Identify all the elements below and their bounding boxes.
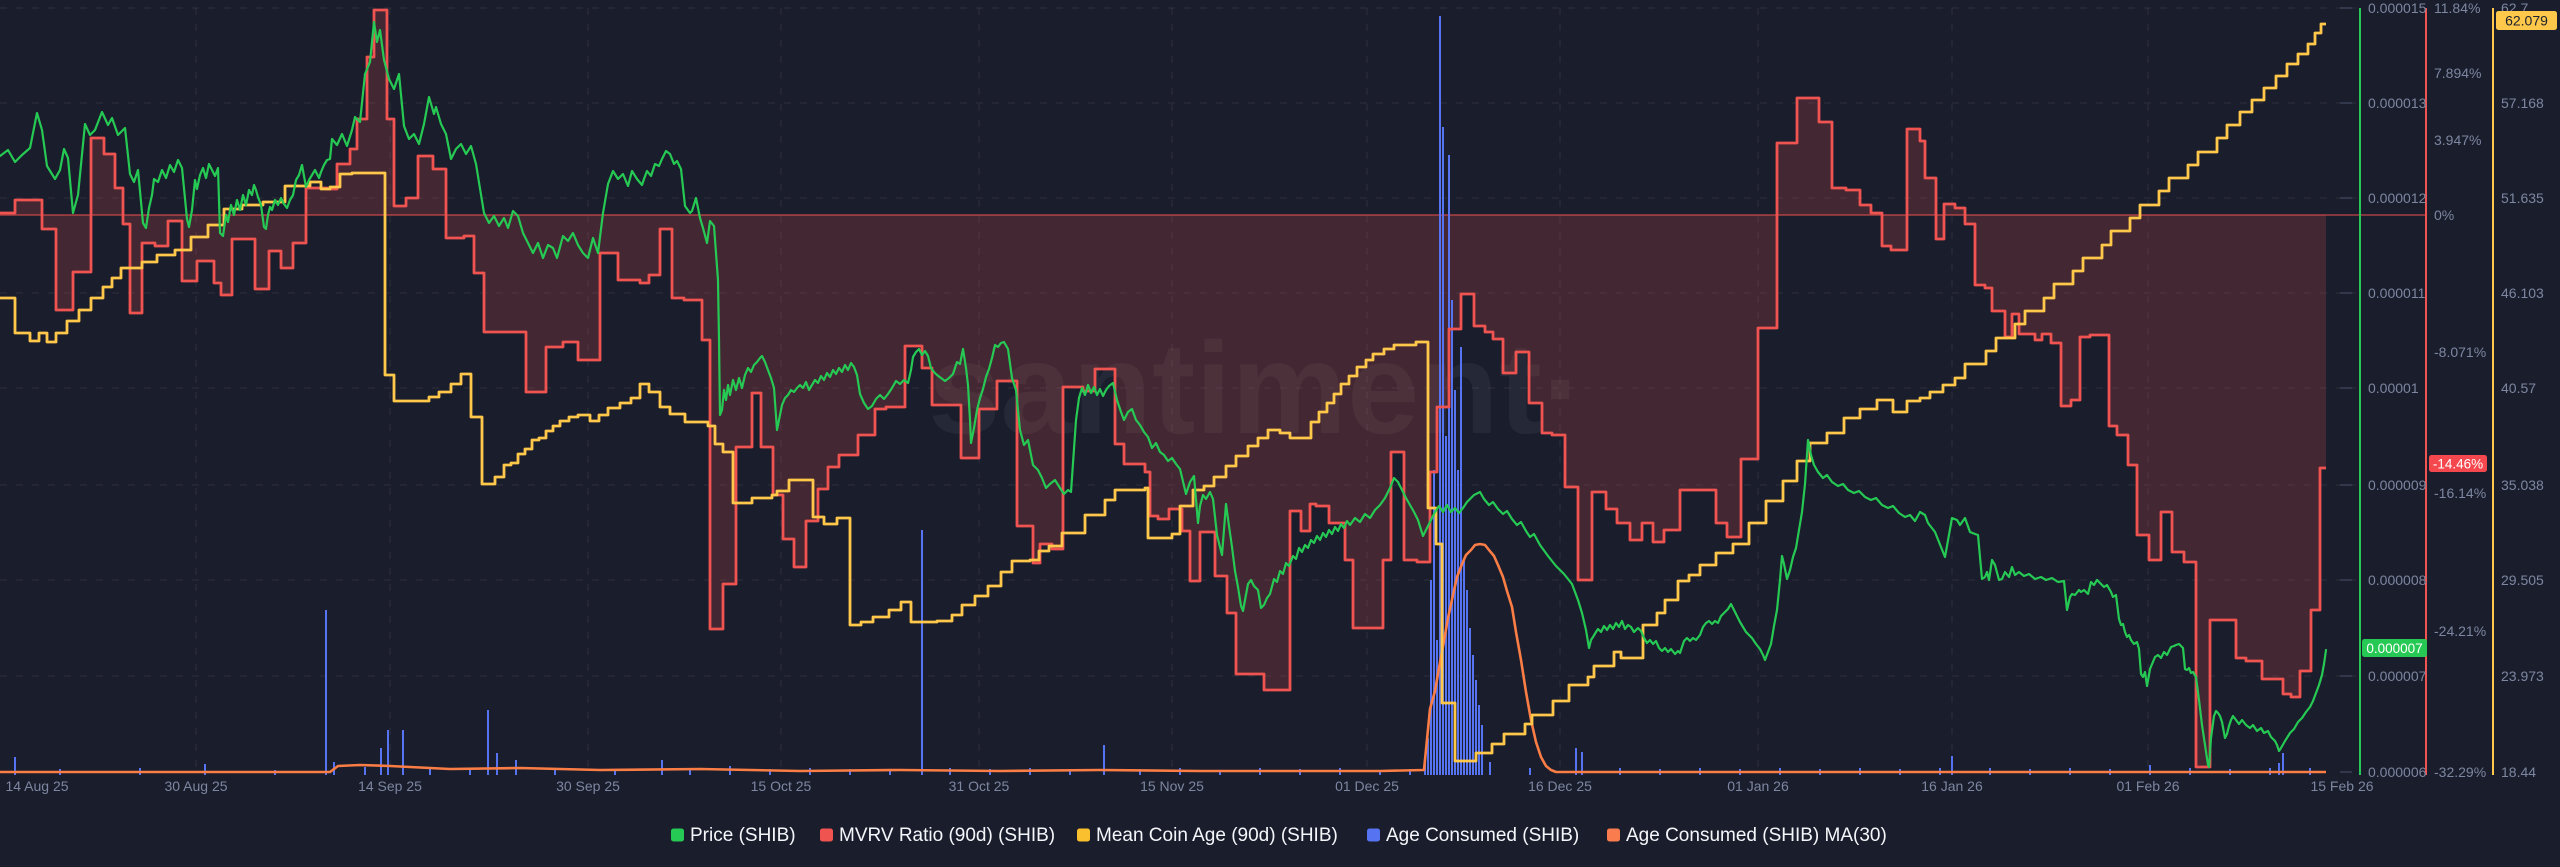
svg-text:15 Feb 26: 15 Feb 26 xyxy=(2310,778,2373,794)
svg-text:0.000008: 0.000008 xyxy=(2368,572,2427,588)
svg-text:-32.29%: -32.29% xyxy=(2434,764,2486,780)
svg-text:15 Nov 25: 15 Nov 25 xyxy=(1140,778,1204,794)
svg-text:0.000012: 0.000012 xyxy=(2368,190,2427,206)
svg-text:30 Sep 25: 30 Sep 25 xyxy=(556,778,620,794)
svg-text:14 Aug 25: 14 Aug 25 xyxy=(5,778,68,794)
svg-text:0.000009: 0.000009 xyxy=(2368,477,2427,493)
svg-text:MVRV Ratio (90d) (SHIB): MVRV Ratio (90d) (SHIB) xyxy=(839,825,1055,846)
svg-text:-24.21%: -24.21% xyxy=(2434,623,2486,639)
svg-text:Age Consumed (SHIB) MA(30): Age Consumed (SHIB) MA(30) xyxy=(1626,825,1887,846)
svg-text:46.103: 46.103 xyxy=(2501,285,2544,301)
svg-text:0.000006: 0.000006 xyxy=(2368,764,2427,780)
svg-text:15 Oct 25: 15 Oct 25 xyxy=(751,778,812,794)
svg-text:57.168: 57.168 xyxy=(2501,95,2544,111)
svg-text:3.947%: 3.947% xyxy=(2434,132,2481,148)
svg-text:Price (SHIB): Price (SHIB) xyxy=(690,825,796,846)
svg-text:01 Jan 26: 01 Jan 26 xyxy=(1727,778,1789,794)
svg-text:30 Aug 25: 30 Aug 25 xyxy=(164,778,227,794)
svg-text:29.505: 29.505 xyxy=(2501,572,2544,588)
svg-text:62.079: 62.079 xyxy=(2505,13,2548,29)
svg-text:11.84%: 11.84% xyxy=(2434,0,2480,16)
svg-text:7.894%: 7.894% xyxy=(2434,65,2481,81)
svg-text:14 Sep 25: 14 Sep 25 xyxy=(358,778,422,794)
svg-text:0%: 0% xyxy=(2434,207,2454,223)
svg-text:0.000015: 0.000015 xyxy=(2368,0,2427,16)
svg-text:0.000013: 0.000013 xyxy=(2368,95,2427,111)
svg-text:-14.46%: -14.46% xyxy=(2433,457,2483,472)
svg-text:01 Dec 25: 01 Dec 25 xyxy=(1335,778,1399,794)
svg-text:0.000007: 0.000007 xyxy=(2368,668,2427,684)
svg-text:31 Oct 25: 31 Oct 25 xyxy=(949,778,1010,794)
svg-text:santiment·: santiment· xyxy=(928,315,1585,461)
svg-text:-16.14%: -16.14% xyxy=(2434,485,2486,501)
svg-text:35.038: 35.038 xyxy=(2501,477,2544,493)
svg-text:18.44: 18.44 xyxy=(2501,764,2536,780)
svg-text:16 Dec 25: 16 Dec 25 xyxy=(1528,778,1592,794)
svg-text:Age Consumed (SHIB): Age Consumed (SHIB) xyxy=(1386,825,1579,846)
svg-text:16 Jan 26: 16 Jan 26 xyxy=(1921,778,1983,794)
svg-text:0.000011: 0.000011 xyxy=(2368,285,2426,301)
svg-text:40.57: 40.57 xyxy=(2501,380,2536,396)
svg-text:01 Feb 26: 01 Feb 26 xyxy=(2116,778,2179,794)
svg-text:51.635: 51.635 xyxy=(2501,190,2544,206)
svg-text:-8.071%: -8.071% xyxy=(2434,344,2486,360)
svg-text:0.000007: 0.000007 xyxy=(2366,641,2422,656)
svg-text:23.973: 23.973 xyxy=(2501,668,2544,684)
svg-text:Mean Coin Age (90d) (SHIB): Mean Coin Age (90d) (SHIB) xyxy=(1096,825,1338,846)
svg-text:0.00001: 0.00001 xyxy=(2368,380,2419,396)
